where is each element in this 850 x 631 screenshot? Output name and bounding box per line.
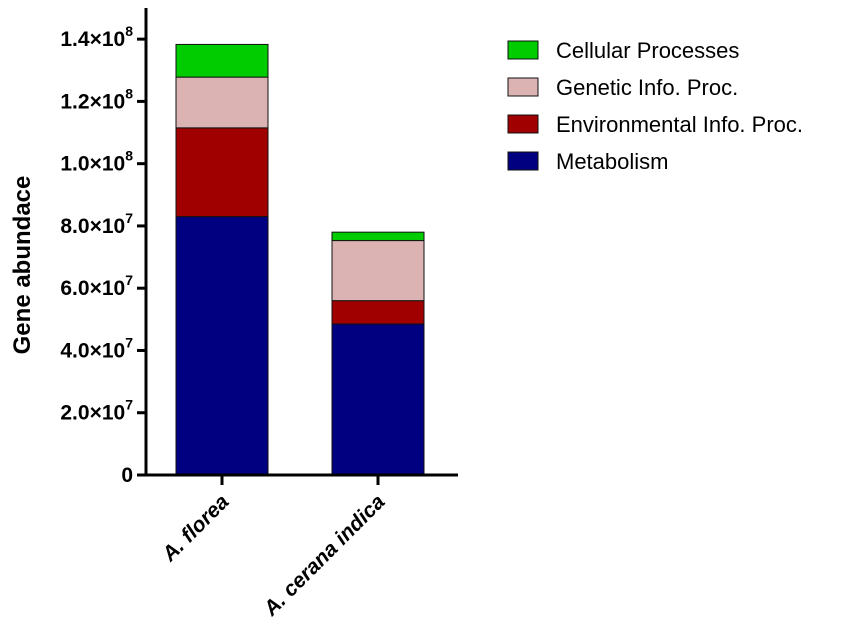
y-tick-1-4-108-label: 1.4×108 [60,23,133,51]
legend-swatch-environmental-info-proc [507,114,539,134]
x-ticks-group: A. florea A. cerana indica [157,475,390,621]
y-tick-1-0-108-label: 1.0×108 [60,148,133,176]
y-tick-8-0-107-label: 8.0×107 [60,210,133,238]
legend-label-cellular-processes: Cellular Processes [556,38,739,63]
bar-a-cerana-indica-environmental-info-proc [331,300,425,325]
legend-swatch-genetic-info-proc [507,77,539,97]
legend-label-genetic-info-proc: Genetic Info. Proc. [556,75,738,100]
bar-a-cerana-indica-cellular-processes [331,231,425,242]
y-ticks-group: 0 2.0×107 4.0×107 6.0×107 8.0×107 1.0×108 1.2×… [60,23,146,487]
bar-a-cerana-indica-metabolism [331,323,425,476]
bar-a-florea-metabolism [175,216,269,476]
x-tick-a-florea-label: A. florea [157,490,234,567]
y-tick-4-0-107-label: 4.0×107 [60,334,133,362]
legend-swatch-metabolism [507,151,539,171]
bar-a-florea-cellular-processes [175,43,269,78]
legend-swatch-cellular-processes [507,40,539,60]
y-tick-6-0-107-label: 6.0×107 [60,272,133,300]
legend-label-environmental-info-proc: Environmental Info. Proc. [556,112,803,137]
bar-a-florea-environmental-info-proc [175,127,269,218]
legend-label-metabolism: Metabolism [556,149,668,174]
bar-a-cerana-indica-genetic-info-proc [331,240,425,302]
x-tick-a-cerana-indica-label: A. cerana indica [259,490,390,621]
axes-group [144,8,458,477]
y-tick-2-0-107-label: 2.0×107 [60,397,133,425]
y-tick-1-2-108-label: 1.2×108 [60,85,133,113]
bar-a-florea-genetic-info-proc [175,76,269,129]
y-tick-0-label: 0 [121,464,133,487]
bars-group [175,43,425,476]
y-axis-title: Gene abundace [9,176,36,355]
legend: Cellular Processes Genetic Info. Proc. Env… [507,38,803,174]
